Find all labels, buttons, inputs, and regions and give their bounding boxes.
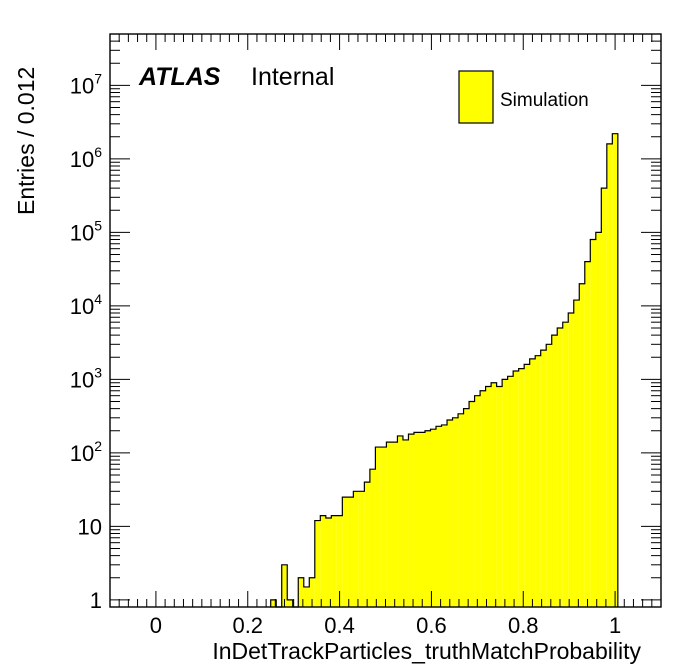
histogram-bar bbox=[562, 322, 569, 607]
histogram-bar bbox=[287, 599, 293, 607]
legend-label-simulation: Simulation bbox=[500, 90, 589, 111]
histogram-bar bbox=[369, 469, 376, 607]
y-tick-label: 105 bbox=[70, 217, 102, 245]
histogram-bar bbox=[408, 434, 414, 607]
histogram-bar bbox=[447, 420, 453, 607]
histogram-bar bbox=[298, 577, 304, 607]
histogram-bar bbox=[513, 371, 519, 607]
x-axis-label: InDetTrackParticles_truthMatchProbabilit… bbox=[212, 638, 641, 664]
histogram-bar bbox=[397, 435, 403, 607]
histogram-bar bbox=[540, 350, 547, 607]
x-tick-label: 0 bbox=[150, 613, 162, 638]
histogram-bar bbox=[590, 239, 596, 607]
histogram-bar bbox=[496, 386, 503, 607]
histogram-bar bbox=[353, 491, 359, 607]
legend-swatch-simulation bbox=[458, 70, 494, 124]
y-axis-label: Entries / 0.012 bbox=[13, 67, 39, 215]
x-tick-label: 0.8 bbox=[508, 613, 539, 638]
y-tick-label: 104 bbox=[70, 291, 102, 319]
histogram-bar bbox=[557, 328, 563, 607]
histogram-bar bbox=[386, 442, 392, 607]
histogram-bar bbox=[524, 364, 530, 607]
histogram-bar bbox=[518, 368, 525, 607]
x-axis-tick-labels: 0 0.2 0.4 0.6 0.8 1 bbox=[150, 613, 621, 638]
histogram-bar bbox=[375, 447, 381, 607]
histogram-bar bbox=[380, 447, 387, 607]
histogram-bar bbox=[452, 417, 459, 607]
histogram-bar bbox=[303, 586, 310, 607]
y-tick-label: 102 bbox=[70, 438, 102, 466]
histogram-bar bbox=[463, 408, 470, 607]
histogram-bar bbox=[402, 439, 409, 607]
legend: Simulation bbox=[458, 70, 589, 124]
histogram-bar bbox=[364, 482, 370, 607]
histogram-bar bbox=[458, 413, 464, 607]
histogram-bar bbox=[436, 426, 442, 607]
histogram-bar bbox=[336, 515, 343, 607]
histogram-bar bbox=[568, 312, 574, 607]
histogram-bar bbox=[309, 577, 315, 607]
histogram-bar bbox=[535, 355, 541, 607]
histogram-bar bbox=[424, 430, 431, 607]
histogram-bar bbox=[430, 429, 437, 607]
histogram-bar bbox=[502, 379, 508, 607]
histogram-bar bbox=[270, 599, 277, 607]
histogram-bar bbox=[546, 344, 552, 607]
histogram-bar bbox=[595, 232, 602, 607]
y-axis-tick-labels: 1 10 102 103 104 105 106 107 bbox=[70, 70, 102, 613]
histogram-bar bbox=[551, 335, 558, 607]
histogram-bar bbox=[491, 382, 497, 607]
y-axis-ticks bbox=[110, 33, 661, 601]
histogram-bar bbox=[469, 401, 475, 607]
y-tick-label: 106 bbox=[70, 144, 102, 172]
histogram-bar bbox=[573, 300, 580, 607]
histogram-outline bbox=[270, 133, 619, 608]
histogram-bar bbox=[342, 497, 348, 607]
histogram-bar bbox=[606, 143, 613, 608]
histogram-bar bbox=[314, 520, 321, 607]
y-tick-label: 1 bbox=[90, 588, 102, 613]
histogram-bar bbox=[529, 358, 536, 607]
histogram-bar bbox=[325, 518, 332, 607]
x-tick-label: 0.6 bbox=[416, 613, 447, 638]
histogram-bar bbox=[507, 376, 514, 607]
histogram-bar bbox=[331, 515, 337, 607]
y-tick-label: 107 bbox=[70, 70, 102, 98]
histogram-bar bbox=[441, 424, 448, 607]
atlas-label: ATLAS bbox=[138, 63, 221, 91]
histogram-bar bbox=[347, 497, 354, 607]
histogram-bar bbox=[601, 188, 607, 607]
histogram-bar bbox=[419, 432, 425, 607]
internal-label: Internal bbox=[251, 63, 334, 91]
histogram-bar bbox=[320, 515, 326, 607]
histogram-bar bbox=[579, 283, 585, 607]
y-tick-label: 103 bbox=[70, 364, 102, 392]
histogram-bar bbox=[281, 564, 288, 607]
histogram-bar bbox=[485, 386, 492, 607]
y-tick-label: 10 bbox=[78, 514, 102, 539]
histogram-bar bbox=[391, 442, 398, 607]
x-tick-label: 0.2 bbox=[232, 613, 263, 638]
histogram-bar bbox=[612, 133, 618, 607]
histogram-bar bbox=[480, 390, 486, 607]
x-axis-ticks bbox=[118, 34, 662, 607]
histogram-bar bbox=[474, 395, 481, 607]
x-tick-label: 0.4 bbox=[324, 613, 355, 638]
histogram-bar bbox=[358, 491, 365, 607]
histogram-bar bbox=[413, 432, 420, 607]
histogram-bar bbox=[584, 261, 591, 607]
x-tick-label: 1 bbox=[609, 613, 621, 638]
histogram-bars bbox=[270, 133, 618, 608]
